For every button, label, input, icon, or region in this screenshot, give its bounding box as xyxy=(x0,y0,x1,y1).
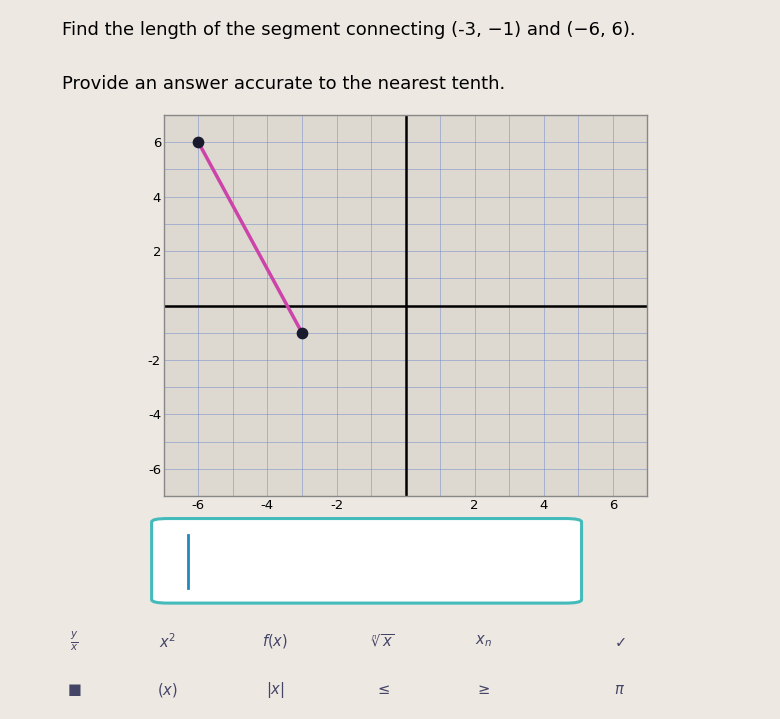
Text: $\frac{y}{x}$: $\frac{y}{x}$ xyxy=(70,630,79,653)
Text: $f(x)$: $f(x)$ xyxy=(262,632,288,651)
Point xyxy=(192,137,204,148)
Text: $\pi$: $\pi$ xyxy=(614,682,625,697)
Text: $\sqrt[n]{x}$: $\sqrt[n]{x}$ xyxy=(371,633,395,650)
Text: Find the length of the segment connecting (-3, −1) and (−6, 6).: Find the length of the segment connectin… xyxy=(62,21,636,39)
Text: $\geq$: $\geq$ xyxy=(476,682,491,697)
FancyBboxPatch shape xyxy=(151,518,582,603)
Text: $\checkmark$: $\checkmark$ xyxy=(614,634,626,649)
Text: $\blacksquare$: $\blacksquare$ xyxy=(67,682,81,697)
Text: $\leq$: $\leq$ xyxy=(375,682,391,697)
Point xyxy=(296,327,308,339)
Text: $x^2$: $x^2$ xyxy=(159,632,176,651)
Text: Provide an answer accurate to the nearest tenth.: Provide an answer accurate to the neares… xyxy=(62,75,505,93)
Text: $|x|$: $|x|$ xyxy=(266,679,285,700)
Text: $(x)$: $(x)$ xyxy=(157,681,178,699)
Text: $x_n$: $x_n$ xyxy=(475,633,491,649)
